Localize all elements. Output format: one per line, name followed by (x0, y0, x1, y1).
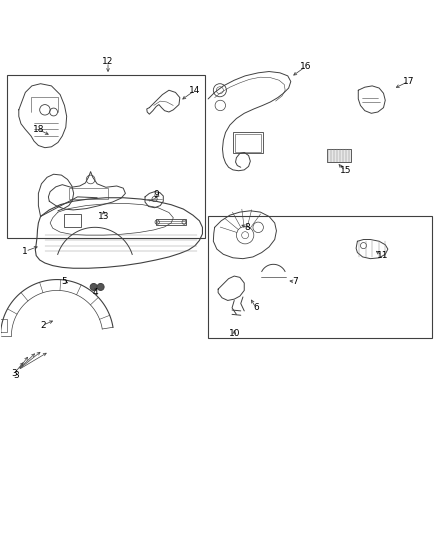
Text: 13: 13 (98, 212, 110, 221)
Text: 9: 9 (153, 190, 159, 199)
Bar (69, 188, 108, 199)
Bar (208, 216, 432, 338)
Text: 12: 12 (102, 58, 114, 67)
Text: 5: 5 (62, 277, 67, 286)
Bar (233, 133, 262, 154)
Bar (235, 134, 261, 151)
Text: 17: 17 (403, 77, 414, 86)
Text: 1: 1 (22, 247, 28, 256)
Bar (327, 149, 351, 162)
Text: 11: 11 (376, 251, 388, 260)
Text: 16: 16 (300, 62, 312, 71)
Circle shape (90, 284, 97, 290)
Bar (157, 221, 185, 223)
Text: 4: 4 (92, 288, 98, 297)
Bar (7, 75, 205, 238)
Text: 7: 7 (292, 277, 298, 286)
Text: 3: 3 (11, 369, 18, 377)
Bar (64, 214, 81, 228)
Bar (156, 220, 186, 225)
Text: 2: 2 (40, 321, 46, 330)
Text: 8: 8 (244, 223, 250, 232)
Text: 18: 18 (33, 125, 44, 134)
Text: 15: 15 (339, 166, 351, 175)
Text: 3: 3 (13, 371, 19, 380)
Bar (0, 319, 7, 332)
Circle shape (97, 284, 104, 290)
Text: 10: 10 (229, 329, 240, 338)
Text: 14: 14 (189, 86, 201, 95)
Text: 6: 6 (253, 303, 259, 312)
